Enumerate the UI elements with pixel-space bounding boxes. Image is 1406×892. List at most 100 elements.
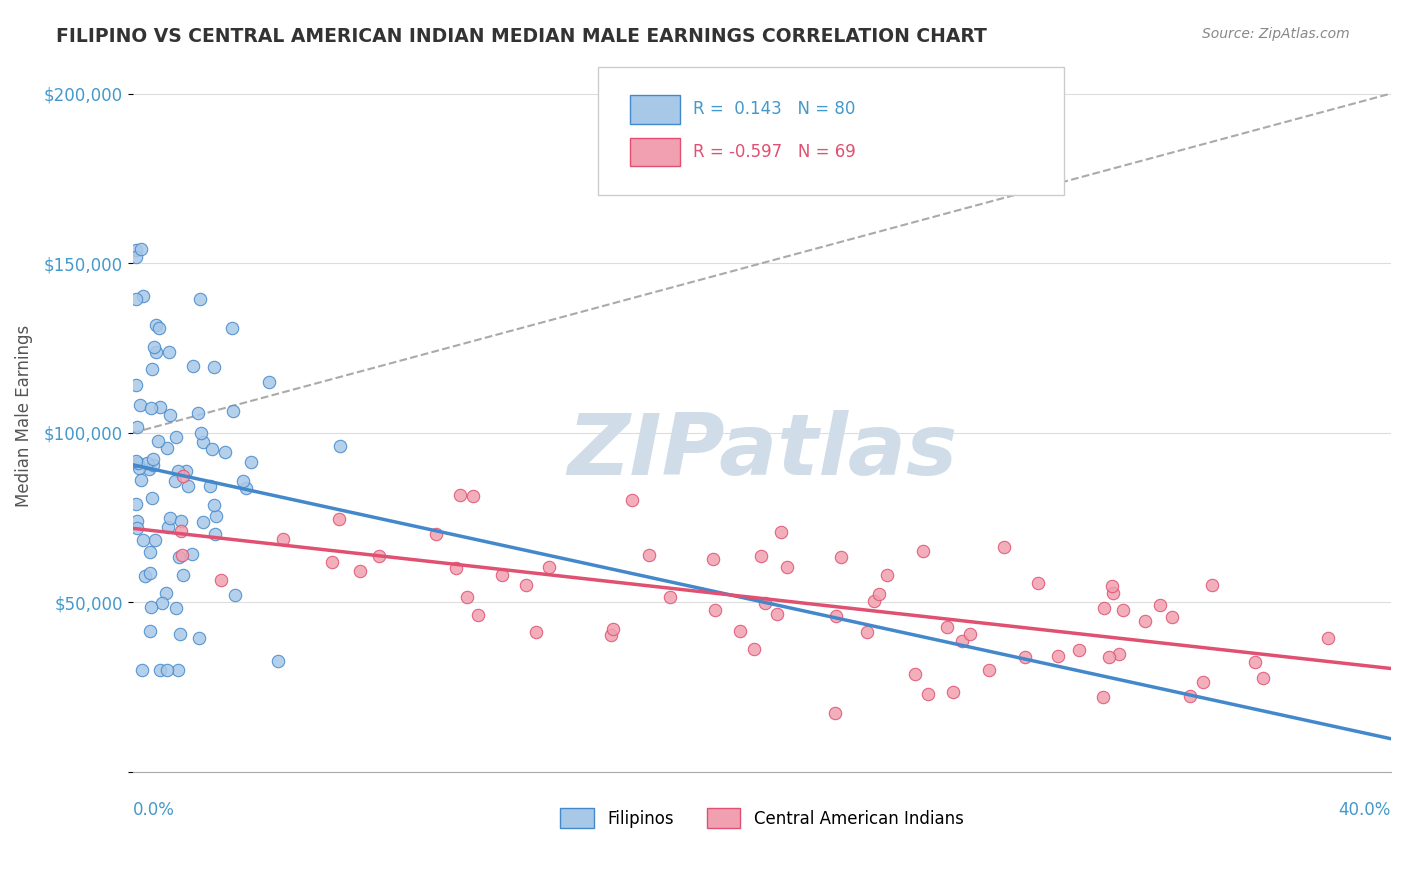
Point [911, 544, 934, 558]
Point [148, 434, 170, 448]
Point [205, 509, 228, 524]
Point [142, 340, 165, 354]
Point [166, 663, 188, 677]
Point [125, 520, 148, 534]
Point [1317, 631, 1340, 645]
Point [425, 526, 447, 541]
Point [138, 462, 160, 476]
Point [209, 573, 232, 587]
Point [172, 567, 194, 582]
Point [157, 344, 180, 359]
Point [1026, 576, 1049, 591]
Point [368, 549, 391, 563]
Point [524, 624, 547, 639]
Point [201, 442, 224, 456]
Point [491, 567, 513, 582]
Point [125, 250, 148, 264]
Point [449, 488, 471, 502]
Point [328, 512, 350, 526]
Point [132, 533, 155, 548]
Point [1251, 671, 1274, 685]
Point [159, 510, 181, 524]
Point [190, 425, 212, 440]
Point [824, 608, 846, 623]
Point [214, 444, 236, 458]
Point [515, 578, 537, 592]
Point [321, 555, 343, 569]
Point [129, 474, 152, 488]
Text: Source: ZipAtlas.com: Source: ZipAtlas.com [1202, 27, 1350, 41]
Point [148, 320, 170, 334]
Text: R = -0.597   N = 69: R = -0.597 N = 69 [693, 144, 855, 161]
Point [977, 663, 1000, 677]
Point [1091, 690, 1114, 704]
Point [187, 406, 209, 420]
Text: R =  0.143   N = 80: R = 0.143 N = 80 [693, 101, 855, 119]
Point [1046, 648, 1069, 663]
Point [638, 548, 661, 562]
Text: FILIPINO VS CENTRAL AMERICAN INDIAN MEDIAN MALE EARNINGS CORRELATION CHART: FILIPINO VS CENTRAL AMERICAN INDIAN MEDI… [56, 27, 987, 45]
Point [1102, 585, 1125, 599]
Point [156, 441, 179, 455]
Point [600, 628, 623, 642]
Point [224, 588, 246, 602]
Point [830, 549, 852, 564]
Point [191, 516, 214, 530]
Point [125, 497, 148, 511]
Point [456, 591, 478, 605]
Point [444, 560, 467, 574]
Point [221, 320, 243, 334]
Point [127, 457, 149, 471]
Point [134, 569, 156, 583]
Point [766, 607, 789, 621]
Point [143, 533, 166, 548]
Point [769, 525, 792, 540]
Point [125, 377, 148, 392]
Point [950, 633, 973, 648]
Point [172, 548, 194, 562]
Point [202, 498, 225, 512]
Point [149, 400, 172, 414]
Point [191, 435, 214, 450]
Point [169, 550, 191, 565]
Point [936, 620, 959, 634]
Point [728, 624, 751, 639]
Point [1161, 610, 1184, 624]
Point [145, 345, 167, 359]
Point [1149, 598, 1171, 612]
Text: 0.0%: 0.0% [134, 801, 174, 819]
Point [1192, 675, 1215, 690]
Point [742, 641, 765, 656]
Point [863, 594, 886, 608]
Point [188, 632, 211, 646]
Point [1098, 650, 1121, 665]
Point [165, 429, 187, 443]
Point [467, 608, 489, 623]
Point [271, 532, 294, 546]
Point [202, 359, 225, 374]
Point [165, 600, 187, 615]
Point [176, 479, 198, 493]
Point [138, 544, 160, 558]
Point [129, 398, 152, 412]
Point [141, 361, 163, 376]
FancyBboxPatch shape [599, 67, 1064, 195]
Point [156, 520, 179, 534]
Point [1178, 689, 1201, 703]
Point [329, 439, 352, 453]
Point [149, 663, 172, 677]
Point [131, 663, 153, 677]
Point [125, 292, 148, 306]
Point [602, 622, 624, 636]
Point [463, 489, 485, 503]
Point [139, 599, 162, 614]
Point [204, 526, 226, 541]
Point [749, 549, 772, 564]
Point [239, 455, 262, 469]
Point [155, 586, 177, 600]
Point [169, 627, 191, 641]
Point [131, 242, 153, 256]
Point [125, 454, 148, 468]
Legend: Filipinos, Central American Indians: Filipinos, Central American Indians [554, 801, 970, 835]
Point [145, 318, 167, 332]
